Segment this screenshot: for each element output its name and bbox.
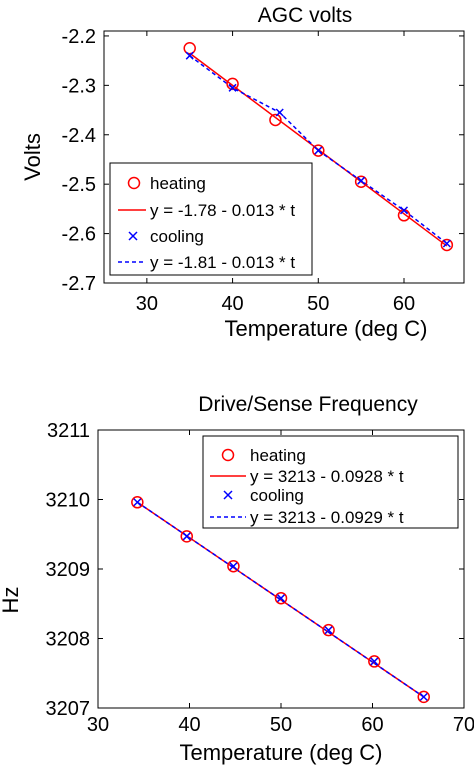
data-point-x: [442, 239, 451, 248]
x-tick-label: 30: [87, 714, 109, 736]
data-point-x: [276, 594, 286, 603]
chart-2-x-label: Temperature (deg C): [180, 740, 383, 765]
chart-1-x-label: Temperature (deg C): [225, 316, 428, 341]
chart-1-legend-label-cooling: cooling: [150, 227, 204, 246]
chart-2-legend: heating y = 3213 - 0.0928 * t cooling y …: [202, 435, 459, 529]
chart-2-title: Drive/Sense Frequency: [198, 393, 418, 416]
chart-1-legend-box: [109, 162, 313, 276]
legend-x-marker-icon: [223, 490, 233, 500]
data-point-circle: [274, 591, 288, 605]
chart-2-y-label: Hz: [0, 587, 23, 614]
data-point-x: [314, 146, 323, 155]
data-point-x: [399, 206, 409, 215]
legend-circle-marker-icon: [127, 176, 141, 190]
chart-2-legend-label-cooling-fit: y = 3213 - 0.0929 * t: [250, 508, 404, 527]
x-tick-label: 50: [270, 714, 292, 736]
chart-2-legend-item-cooling: cooling: [223, 486, 304, 505]
chart-1-title: AGC volts: [258, 4, 353, 27]
data-point-x: [324, 626, 333, 635]
x-tick-label: 30: [136, 293, 158, 315]
data-point-circle: [368, 655, 381, 668]
data-point-x: [185, 51, 194, 60]
chart-2-legend-item-heating-fit: y = 3213 - 0.0928 * t: [210, 467, 404, 486]
data-point-x: [228, 83, 237, 92]
chart-1-y-label: Volts: [20, 133, 45, 181]
x-tick-label: 40: [221, 293, 243, 315]
chart-2-series: [131, 496, 430, 704]
data-point-x: [133, 498, 142, 507]
data-point-circle: [312, 144, 325, 157]
chart-1-legend-item-cooling-fit: y = -1.81 - 0.013 * t: [118, 253, 295, 272]
chart-1-legend: heating y = -1.78 - 0.013 * t cooling y …: [109, 162, 313, 276]
chart-1-series: [183, 42, 454, 252]
chart-1-y-ticks: -2.7 -2.6 -2.5 -2.4 -2.3 -2.2: [62, 26, 464, 295]
data-point-circle: [269, 113, 282, 127]
chart-1-legend-label-heating-fit: y = -1.78 - 0.013 * t: [150, 201, 295, 220]
chart-1-legend-item-heating: heating: [127, 174, 206, 193]
y-tick-label: -2.6: [62, 224, 96, 246]
x-tick-label: 50: [307, 293, 329, 315]
chart-agc-volts: AGC volts 30 40 50 60 -2.7-2.6-2.5-2.4-2.3-…: [20, 4, 465, 341]
y-tick-label: 3208: [46, 629, 91, 651]
chart-1-legend-item-cooling: cooling: [128, 227, 204, 246]
y-tick-label: -2.5: [62, 174, 96, 196]
y-tick-label: 3209: [46, 559, 91, 581]
data-point-circle: [226, 77, 239, 91]
data-point-x: [370, 657, 379, 666]
data-point-circle: [417, 690, 430, 704]
chart-2-legend-label-heating-fit: y = 3213 - 0.0928 * t: [250, 467, 404, 486]
data-point-circle: [183, 42, 196, 55]
legend-circle-marker-icon: [221, 448, 235, 462]
chart-1-legend-label-heating: heating: [150, 174, 206, 193]
chart-2-legend-item-heating: heating: [221, 446, 306, 465]
y-tick-label: -2.3: [62, 75, 96, 97]
data-point-circle: [131, 496, 144, 509]
chart-2-legend-box: [202, 435, 459, 529]
data-point-x: [275, 108, 284, 117]
data-point-x: [182, 532, 191, 541]
x-tick-label: 70: [453, 714, 474, 736]
data-point-x: [357, 176, 366, 185]
chart-2-legend-item-cooling-fit: y = 3213 - 0.0929 * t: [210, 508, 404, 527]
chart-1-legend-label-cooling-fit: y = -1.81 - 0.013 * t: [150, 253, 295, 272]
chart-2-legend-label-cooling: cooling: [250, 486, 304, 505]
y-tick-label: 3207: [46, 698, 91, 720]
x-tick-label: 60: [393, 293, 415, 315]
y-tick-label: -2.7: [62, 273, 96, 295]
y-tick-label: -2.4: [62, 125, 96, 147]
data-point-circle: [354, 175, 368, 188]
data-point-circle: [180, 530, 194, 543]
x-tick-label: 60: [361, 714, 383, 736]
x-tick-label: 40: [178, 714, 200, 736]
data-point-x: [419, 692, 428, 701]
chart-drive-sense-frequency: Drive/Sense Frequency 30 40 50 60 70 3207320…: [0, 393, 474, 765]
chart-2-y-ticks: 3207 3208 3209 3210 3211: [46, 420, 464, 720]
chart-1-x-ticks: 30 40 50 60: [136, 31, 415, 315]
legend-x-marker-icon: [128, 231, 138, 241]
y-tick-label: -2.2: [62, 26, 96, 48]
chart-2-legend-label-heating: heating: [250, 446, 306, 465]
chart-2-x-ticks: 30 40 50 60 70: [87, 430, 474, 736]
y-tick-label: 3211: [47, 420, 90, 442]
chart-1-legend-item-heating-fit: y = -1.78 - 0.013 * t: [118, 201, 295, 220]
data-point-x: [229, 562, 238, 571]
data-point-circle: [227, 559, 240, 573]
data-point-circle: [440, 238, 454, 252]
y-tick-label: 3210: [46, 490, 91, 512]
data-point-circle: [322, 623, 335, 637]
